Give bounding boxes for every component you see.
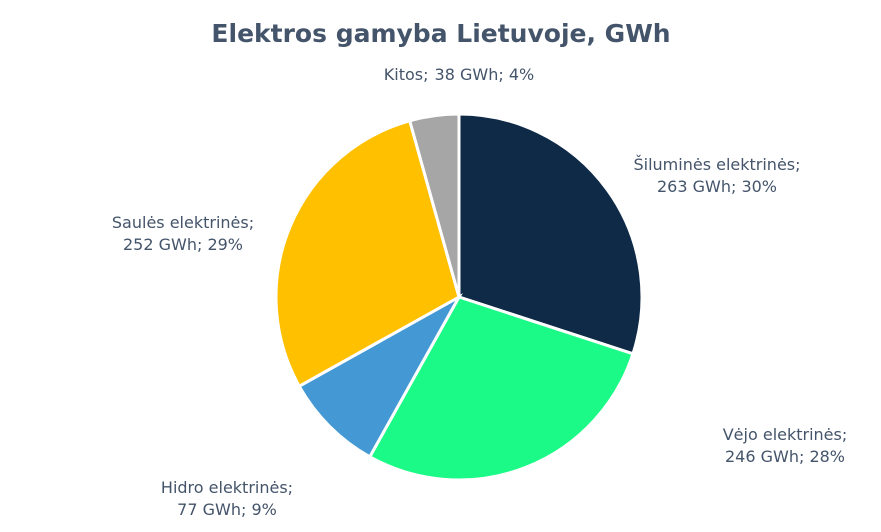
label-value: 77 GWh; 9% [177, 500, 277, 519]
label-category: Šiluminės elektrinės; [633, 155, 800, 174]
label-category: Hidro elektrinės; [161, 478, 293, 497]
label-value: 246 GWh; 28% [725, 447, 845, 466]
label-value: 263 GWh; 30% [657, 177, 777, 196]
label-value: 252 GWh; 29% [123, 235, 243, 254]
label-category: Kitos; [384, 65, 429, 84]
pie-slice [457, 112, 644, 356]
data-label: Vėjo elektrinės; 246 GWh; 28% [723, 425, 848, 466]
label-category: Saulės elektrinės; [112, 213, 254, 232]
chart-title: Elektros gamyba Lietuvoje, GWh [211, 19, 670, 48]
data-label: Kitos; 38 GWh; 4% [384, 65, 534, 84]
data-label: Šiluminės elektrinės; 263 GWh; 30% [633, 155, 800, 196]
pie-slice [367, 295, 635, 482]
label-value: 38 GWh; 4% [435, 65, 535, 84]
data-label: Hidro elektrinės; 77 GWh; 9% [161, 478, 293, 519]
pie-slice [297, 293, 463, 459]
pie-slice [274, 118, 461, 389]
pie-slice [407, 112, 461, 298]
label-category: Vėjo elektrinės; [723, 425, 848, 444]
data-label: Saulės elektrinės; 252 GWh; 29% [112, 213, 254, 254]
